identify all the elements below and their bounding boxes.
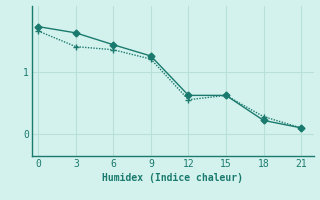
X-axis label: Humidex (Indice chaleur): Humidex (Indice chaleur) [102, 173, 243, 183]
